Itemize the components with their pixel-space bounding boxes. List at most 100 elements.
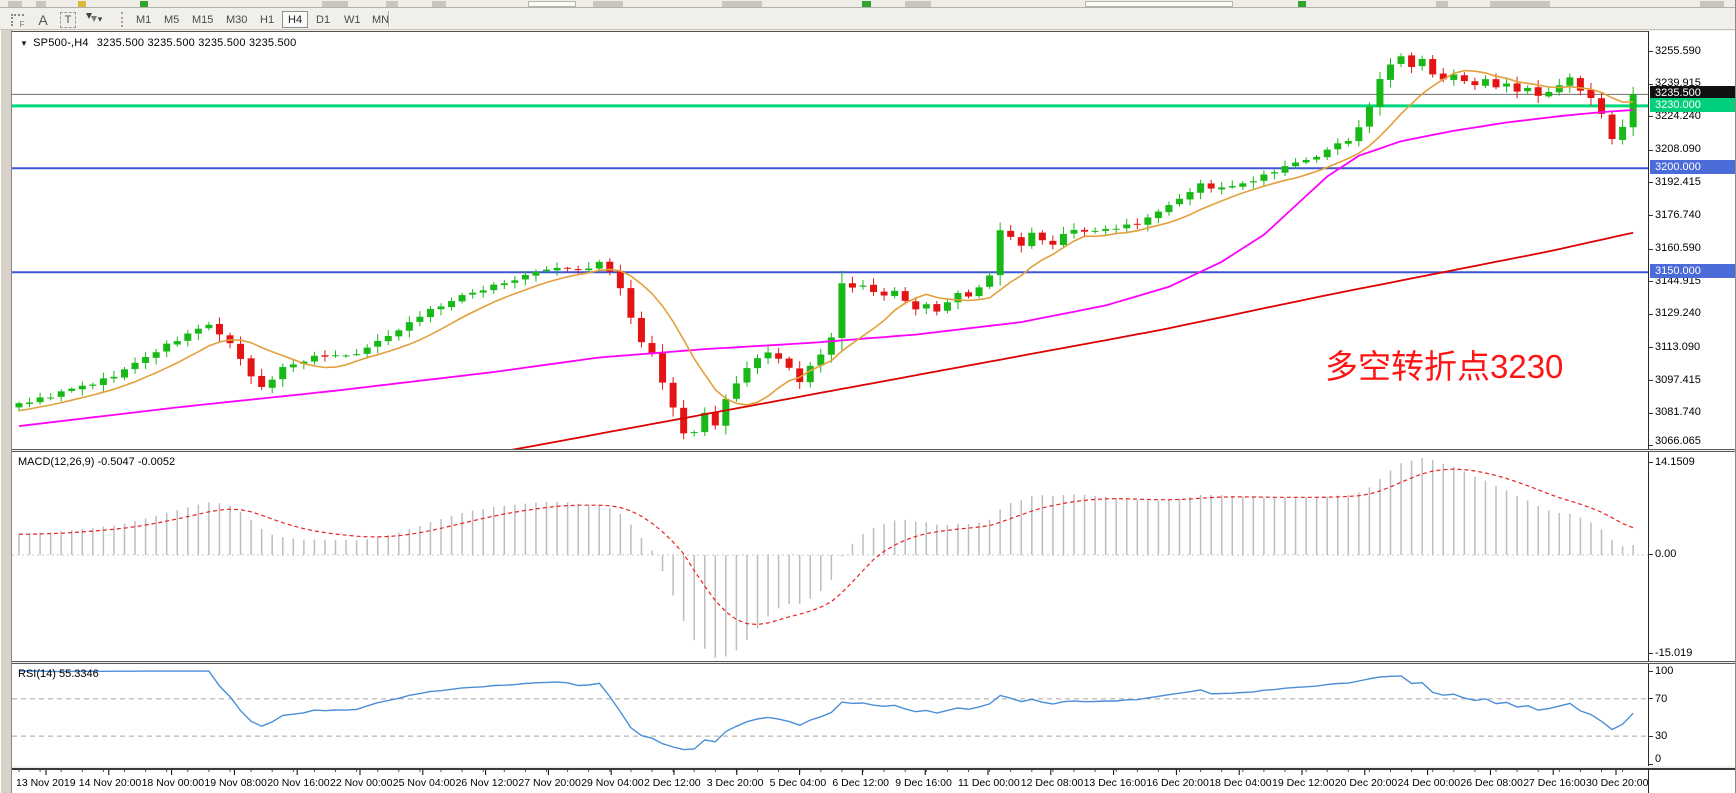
dropdown-caret-icon: ▾ [97, 14, 103, 24]
price-chart-panel[interactable]: ▼ SP500-,H4 3235.500 3235.500 3235.500 323… [12, 31, 1648, 450]
toolbar-fragment [78, 1, 86, 7]
toolbar-separator [388, 11, 390, 27]
time-axis-label: 14 Nov 20:00 [78, 777, 142, 789]
time-axis-label: 25 Nov 04:00 [392, 777, 456, 789]
time-axis-label: 18 Nov 00:00 [141, 777, 205, 789]
toolbar-fragment [36, 1, 46, 7]
panel-splitter[interactable] [12, 661, 1736, 664]
grid-tool-button[interactable]: F [6, 10, 28, 29]
time-axis-label: 2 Dec 12:00 [644, 777, 701, 789]
timeframe-button-m5[interactable]: M5 [164, 13, 180, 26]
time-axis[interactable]: 13 Nov 2019 14 Nov 20:00 18 Nov 00:00 19 No… [12, 768, 1648, 793]
time-axis-label: 29 Nov 04:00 [581, 777, 644, 789]
left-dock-strip[interactable] [0, 30, 12, 793]
price-axis-label: 3097.415 [1655, 373, 1701, 386]
price-axis-tick [1649, 215, 1653, 217]
toolbar-fragment [905, 1, 931, 7]
grid-icon: F [10, 13, 25, 29]
timeframe-button-h4[interactable]: H4 [282, 11, 309, 28]
price-badge: 3150.000 [1650, 264, 1735, 279]
price-axis-tick [1649, 445, 1653, 447]
toolbar: F A T ▾ M1 M5 M15 M30 H1 H4 D1 W1 MN [0, 9, 1736, 30]
price-axis-label: 3192.415 [1655, 175, 1701, 188]
time-axis-label: 12 Dec 08:00 [1020, 777, 1084, 789]
text-tool-button[interactable]: T [58, 10, 78, 29]
toolbar-fragment [386, 1, 398, 7]
clipped-toolbar-row [0, 0, 1736, 8]
price-axis-label: 3224.240 [1655, 109, 1701, 122]
time-axis-label: 6 Dec 12:00 [832, 777, 890, 789]
price-axis-tick [1649, 313, 1653, 315]
macd-panel[interactable]: MACD(12,26,9) -0.5047 -0.0052 [12, 452, 1648, 661]
rsi-axis-tick [1649, 763, 1653, 765]
rsi-panel[interactable]: RSI(14) 55.3346 [12, 664, 1648, 766]
time-axis-label: 19 Nov 08:00 [204, 777, 267, 789]
price-axis-label: 3066.065 [1655, 435, 1701, 447]
toolbar-fragment [593, 1, 623, 7]
time-axis-label: 22 Nov 00:00 [330, 777, 393, 789]
time-axis-label: 11 Dec 00:00 [958, 777, 1020, 789]
toolbar-fragment [528, 1, 576, 7]
timeframe-button-m15[interactable]: M15 [192, 13, 214, 26]
macd-axis-tick [1649, 554, 1653, 555]
price-axis-tick [1649, 51, 1653, 53]
price-axis-tick [1649, 182, 1653, 184]
cursor-tool-button[interactable]: A [34, 10, 52, 29]
price-axis-tick [1649, 149, 1653, 151]
rsi-axis-label: 0 [1655, 753, 1662, 765]
timeframe-button-d1[interactable]: D1 [316, 13, 331, 26]
toolbar-fragment [1298, 1, 1306, 7]
toolbar-fragment [1085, 1, 1233, 7]
time-axis-label: 26 Dec 08:00 [1460, 777, 1523, 789]
price-axis-label: 3176.740 [1655, 208, 1701, 221]
panel-splitter[interactable] [12, 449, 1736, 452]
timeframe-button-w1[interactable]: W1 [344, 13, 361, 26]
rsi-axis-label: 70 [1655, 692, 1668, 705]
timeframe-button-m1[interactable]: M1 [136, 13, 152, 26]
price-axis-label: 3081.740 [1655, 406, 1701, 419]
chart-annotation[interactable]: 多空转折点3230 [1325, 348, 1564, 385]
time-axis-label: 16 Dec 20:00 [1146, 777, 1209, 789]
time-axis-label: 5 Dec 04:00 [769, 777, 827, 789]
time-axis-label: 9 Dec 16:00 [895, 777, 952, 789]
macd-axis-label: 14.1509 [1655, 456, 1695, 468]
ohlc-quotes: 3235.500 3235.500 3235.500 3235.500 [96, 37, 297, 49]
timeframe-button-mn[interactable]: MN [372, 13, 390, 26]
macd-axis-tick [1649, 462, 1653, 463]
price-axis-label: 3160.590 [1655, 242, 1701, 255]
price-axis-label: 3255.590 [1655, 44, 1701, 57]
price-axis-tick [1649, 347, 1653, 349]
collapse-triangle-icon[interactable]: ▼ [20, 39, 29, 48]
timeframe-button-h1[interactable]: H1 [260, 13, 275, 26]
time-axis-label: 19 Dec 12:00 [1272, 777, 1335, 789]
time-axis-label: 18 Dec 04:00 [1209, 777, 1272, 789]
toolbar-fragment [140, 1, 148, 7]
rsi-axis-tick [1649, 735, 1653, 737]
toolbar-grip[interactable] [121, 12, 124, 27]
time-axis-label: 26 Nov 12:00 [455, 777, 519, 789]
rsi-axis-tick [1649, 670, 1653, 672]
price-axis-label: 3113.090 [1655, 340, 1701, 353]
toolbar-fragment [862, 1, 871, 7]
arrange-dropdown-button[interactable]: ▾ [84, 10, 114, 29]
rsi-axis[interactable]: 100 70 30 0 [1648, 664, 1735, 766]
toolbar-fragment [722, 1, 762, 7]
time-axis-label: 13 Dec 16:00 [1083, 777, 1147, 789]
toolbar-fragment [1700, 1, 1724, 7]
macd-axis-label: 0.00 [1655, 548, 1677, 560]
price-badge: 3200.000 [1650, 160, 1735, 175]
price-axis-tick [1649, 248, 1653, 250]
macd-axis-label: -15.019 [1655, 647, 1693, 659]
time-axis-label: 24 Dec 00:00 [1397, 777, 1461, 789]
price-badge: 3235.500 [1650, 86, 1735, 101]
toolbar-fragment [322, 1, 348, 7]
time-axis-label: 13 Nov 2019 [16, 777, 76, 789]
timeframe-button-m30[interactable]: M30 [226, 13, 248, 26]
macd-axis[interactable]: 14.1509 0.00 -15.019 [1648, 452, 1735, 661]
cursor-a-icon: A [38, 11, 48, 28]
rsi-axis-tick [1649, 698, 1653, 700]
price-axis[interactable]: 3255.590 3239.915 3224.240 3208.090 3192.415… [1648, 31, 1735, 449]
rsi-label: RSI(14) 55.3346 [18, 668, 99, 680]
macd-label: MACD(12,26,9) -0.5047 -0.0052 [18, 456, 176, 468]
arrange-icon [86, 13, 97, 22]
